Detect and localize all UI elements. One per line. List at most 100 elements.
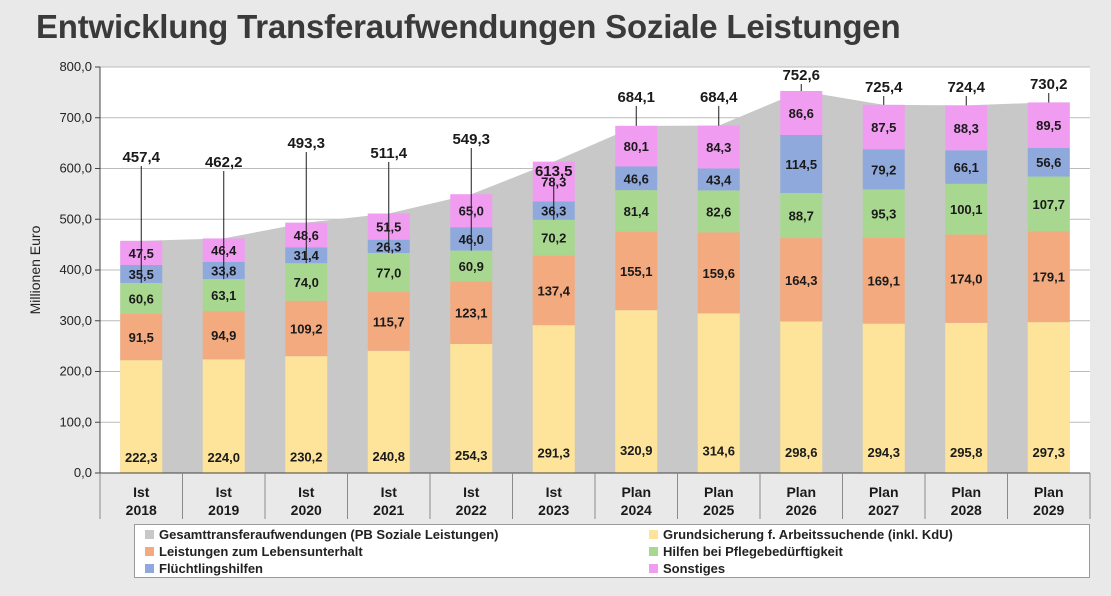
- bar-segment: [615, 310, 658, 473]
- bar-segment: [780, 193, 823, 239]
- bar-segment: [780, 91, 823, 135]
- data-label: 254,3: [455, 448, 488, 463]
- bar-segment: [780, 238, 823, 322]
- bar-segment: [532, 219, 575, 256]
- legend-item-sonstiges: Sonstiges: [649, 561, 725, 576]
- bar-segment: [615, 125, 658, 167]
- legend-label-lebensunterhalt: Leistungen zum Lebensunterhalt: [159, 544, 363, 559]
- data-label: 46,6: [624, 171, 649, 186]
- total-label: 725,4: [865, 79, 903, 96]
- total-label: 684,1: [617, 89, 655, 106]
- data-label: 87,5: [871, 120, 896, 135]
- data-label: 291,3: [537, 445, 570, 460]
- bar-segment: [862, 237, 905, 324]
- data-label: 82,6: [706, 204, 731, 219]
- data-label: 81,4: [624, 204, 650, 219]
- chart-title: Entwicklung Transferaufwendungen Soziale…: [36, 8, 901, 45]
- data-label: 115,7: [373, 314, 405, 329]
- data-label: 89,5: [1036, 118, 1061, 133]
- total-label: 493,3: [287, 135, 325, 152]
- x-tick-label-type: Plan: [621, 484, 651, 500]
- bar-segment: [120, 360, 163, 473]
- x-tick-label-year: 2024: [621, 502, 652, 518]
- bar-segment: [945, 183, 988, 235]
- data-label: 86,6: [789, 106, 814, 121]
- bar-segment: [615, 190, 658, 232]
- legend-label-total: Gesamttransferaufwendungen (PB Soziale L…: [159, 527, 499, 542]
- bar-segment: [862, 323, 905, 473]
- x-tick-label-type: Plan: [1034, 484, 1064, 500]
- data-label: 94,9: [211, 328, 236, 343]
- bar-segment: [697, 313, 740, 473]
- legend-item-total: Gesamttransferaufwendungen (PB Soziale L…: [145, 527, 499, 542]
- bar-segment: [780, 321, 823, 473]
- bar-segment: [285, 263, 328, 301]
- total-label: 613,5: [535, 163, 573, 180]
- total-label: 511,4: [370, 145, 407, 162]
- bar-segment: [1027, 231, 1070, 323]
- data-label: 164,3: [785, 273, 818, 288]
- total-label: 457,4: [122, 149, 160, 166]
- data-label: 159,6: [702, 266, 735, 281]
- bar-segment: [202, 279, 245, 312]
- data-label: 222,3: [125, 450, 158, 465]
- legend-swatch-total: [145, 530, 154, 539]
- data-label: 74,0: [294, 275, 319, 290]
- y-tick-label: 800,0: [59, 59, 92, 74]
- data-label: 224,0: [207, 450, 240, 465]
- x-tick-label-type: Ist: [463, 484, 480, 500]
- bar-segment: [120, 282, 163, 314]
- bar-segment: [945, 234, 988, 323]
- legend-label-fluechtlinge: Flüchtlingshilfen: [159, 561, 263, 576]
- legend-label-sonstiges: Sonstiges: [663, 561, 726, 576]
- legend-swatch-grundsicherung: [649, 530, 658, 539]
- bar-segment: [285, 300, 328, 357]
- bar-segment: [1027, 147, 1070, 177]
- legend-item-fluechtlinge: Flüchtlingshilfen: [145, 561, 263, 576]
- bar-segment: [1027, 102, 1070, 148]
- x-tick-label-year: 2027: [868, 502, 899, 518]
- bar-segment: [780, 134, 823, 194]
- legend-item-grundsicherung: Grundsicherung f. Arbeitssuchende (inkl.…: [649, 527, 953, 542]
- bar-segment: [697, 232, 740, 314]
- x-tick-label-year: 2025: [703, 502, 734, 518]
- y-tick-label: 100,0: [59, 414, 92, 429]
- data-label: 137,4: [537, 283, 570, 298]
- bar-segment: [1027, 322, 1070, 473]
- bar-segment: [862, 149, 905, 190]
- bar-segment: [697, 125, 740, 169]
- data-label: 294,3: [867, 445, 900, 460]
- data-label: 298,6: [785, 445, 818, 460]
- bar-segment: [450, 281, 493, 344]
- bar-segment: [532, 255, 575, 326]
- bar-segment: [697, 168, 740, 191]
- y-tick-label: 400,0: [59, 262, 92, 277]
- data-label: 314,6: [702, 444, 735, 459]
- x-tick-label-year: 2018: [126, 502, 157, 518]
- bar-segment: [367, 350, 410, 473]
- data-label: 56,6: [1036, 155, 1061, 170]
- y-tick-label: 300,0: [59, 313, 92, 328]
- total-label: 462,2: [205, 154, 243, 171]
- data-label: 70,2: [541, 231, 566, 246]
- data-label: 169,1: [867, 274, 900, 289]
- bar-segment: [615, 231, 658, 311]
- data-label: 100,1: [950, 202, 983, 217]
- x-tick-label-type: Plan: [704, 484, 734, 500]
- total-label: 549,3: [452, 131, 490, 148]
- bar-segment: [450, 250, 493, 282]
- bar-segment: [615, 166, 658, 191]
- bar-segment: [285, 356, 328, 473]
- legend-label-pflege: Hilfen bei Pflegebedürftigkeit: [663, 544, 843, 559]
- y-tick-label: 700,0: [59, 110, 92, 125]
- data-label: 230,2: [290, 450, 323, 465]
- data-label: 60,6: [129, 291, 154, 306]
- chart-legend: Gesamttransferaufwendungen (PB Soziale L…: [134, 524, 1090, 578]
- y-tick-label: 600,0: [59, 161, 92, 176]
- bar-segment: [202, 311, 245, 360]
- x-tick-label-year: 2022: [456, 502, 487, 518]
- x-tick-label-type: Plan: [869, 484, 899, 500]
- bar-segment: [120, 313, 163, 361]
- data-label: 114,5: [785, 157, 817, 172]
